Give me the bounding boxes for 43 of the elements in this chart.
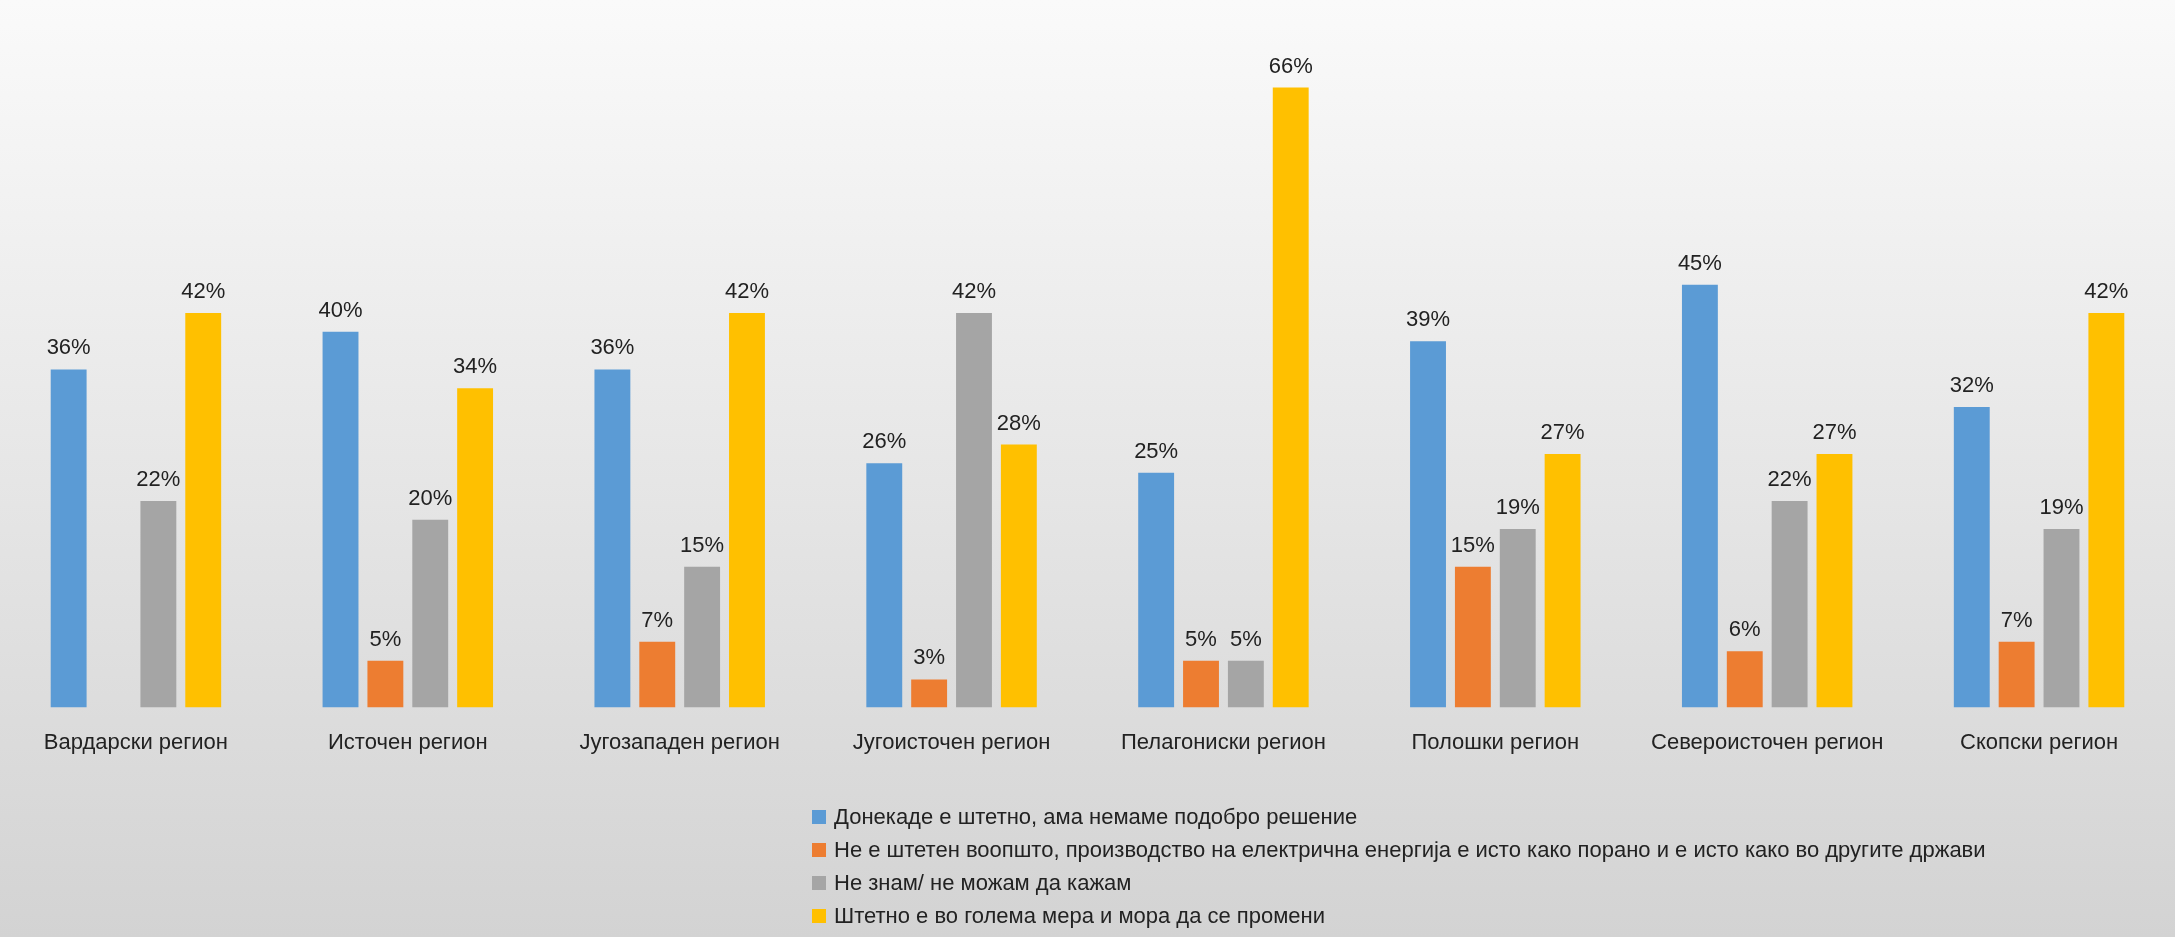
data-label: 3% <box>913 644 946 670</box>
data-label: 45% <box>1677 249 1722 275</box>
x-tick-label: Југоисточен регион <box>852 728 1051 754</box>
x-tick-label: Источен регион <box>328 728 488 754</box>
x-tick-label: Полошки регион <box>1411 728 1580 754</box>
data-label: 36% <box>46 334 91 360</box>
x-tick-label: Североисточен регион <box>1651 728 1884 754</box>
data-label: 15% <box>1450 531 1495 557</box>
data-label: 7% <box>2000 606 2033 632</box>
data-label: 42% <box>181 278 226 304</box>
data-label: 42% <box>2084 278 2129 304</box>
data-label: 15% <box>680 531 725 557</box>
data-label: 19% <box>1495 494 1540 520</box>
x-tick-label: Пелагониски регион <box>1121 728 1326 754</box>
data-label: 26% <box>862 428 907 454</box>
data-label: 22% <box>136 465 181 491</box>
legend-label: Штетно е во голема мера и мора да се промени <box>834 902 1326 930</box>
data-label: 20% <box>408 484 453 510</box>
data-label: 27% <box>1812 419 1857 445</box>
x-tick-label: Вардарски регион <box>43 728 229 754</box>
data-label: 39% <box>1406 306 1451 332</box>
data-label: 32% <box>1949 372 1994 398</box>
data-label: 6% <box>1728 616 1761 642</box>
data-label: 40% <box>318 296 363 322</box>
legend-label: Не знам/ не можам да кажам <box>834 869 1132 897</box>
x-tick-label: Југозападен регион <box>579 728 780 754</box>
data-label: 36% <box>590 334 635 360</box>
data-label: 25% <box>1134 437 1179 463</box>
data-label: 5% <box>1185 625 1217 651</box>
data-label: 7% <box>641 606 674 632</box>
legend-label: Не е штетен воопшто, производство на електрична енергија е исто како порано и е исто како во другите држави <box>834 836 1986 864</box>
legend-label: Донекаде е штетно, ама немаме подобро решение <box>834 803 1358 831</box>
data-label: 42% <box>951 278 997 304</box>
data-label: 28% <box>996 409 1041 435</box>
data-label: 42% <box>724 278 769 304</box>
data-label: 66% <box>1268 52 1313 78</box>
data-label: 22% <box>1767 465 1812 491</box>
data-label: 19% <box>2039 494 2084 520</box>
data-label: 34% <box>453 353 498 379</box>
x-tick-label: Скопски регион <box>1960 728 2119 754</box>
data-label: 5% <box>369 625 402 651</box>
data-label: 5% <box>1229 625 1262 651</box>
data-label: 27% <box>1540 419 1585 445</box>
